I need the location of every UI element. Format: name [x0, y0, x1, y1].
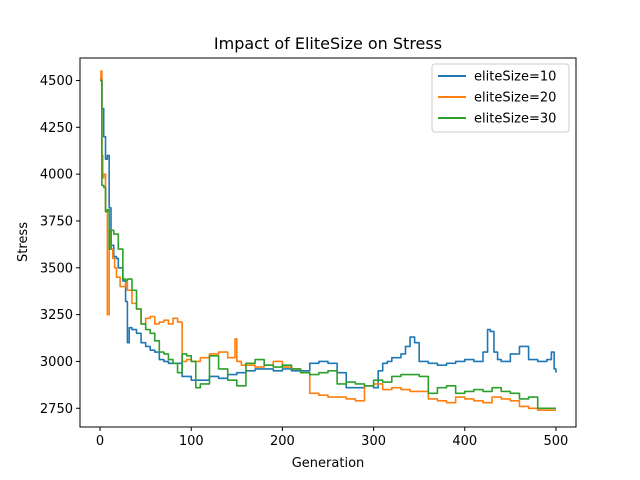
chart-title: Impact of EliteSize on Stress: [214, 34, 442, 53]
legend-label-1: eliteSize=10: [474, 70, 556, 85]
legend-label-3: eliteSize=30: [474, 112, 556, 127]
y-tick-label: 3500: [40, 261, 73, 276]
y-tick-label: 3750: [40, 214, 73, 229]
x-tick-label: 100: [179, 434, 204, 449]
y-tick-label: 3000: [40, 355, 73, 370]
x-tick-label: 0: [96, 434, 104, 449]
y-axis-label: Stress: [16, 222, 31, 262]
x-tick-label: 500: [544, 434, 569, 449]
y-tick-label: 4000: [40, 168, 73, 183]
y-tick-label: 4250: [40, 121, 73, 136]
series-line-2: [100, 70, 556, 411]
plot-frame: [79, 57, 577, 428]
y-tick-label: 4500: [40, 74, 73, 89]
series-layer: [100, 70, 557, 411]
x-tick-label: 300: [361, 434, 386, 449]
y-tick-label: 2750: [40, 402, 73, 417]
series-line-3: [100, 79, 556, 410]
x-tick-label: 200: [270, 434, 295, 449]
x-axis-ticks: 0 100 200 300 400 500: [96, 427, 568, 449]
series-line-1: [100, 77, 557, 389]
y-axis-ticks: 2750 3000 3250 3500 3750 4000 4250 4500: [40, 74, 80, 417]
legend-items: eliteSize=10 eliteSize=20 eliteSize=30: [438, 70, 556, 127]
x-axis-label: Generation: [292, 456, 365, 471]
legend: eliteSize=10 eliteSize=20 eliteSize=30: [431, 63, 570, 133]
x-tick-label: 400: [452, 434, 477, 449]
legend-label-2: eliteSize=20: [474, 91, 556, 106]
y-tick-label: 3250: [40, 308, 73, 323]
legend-box: [431, 63, 570, 133]
